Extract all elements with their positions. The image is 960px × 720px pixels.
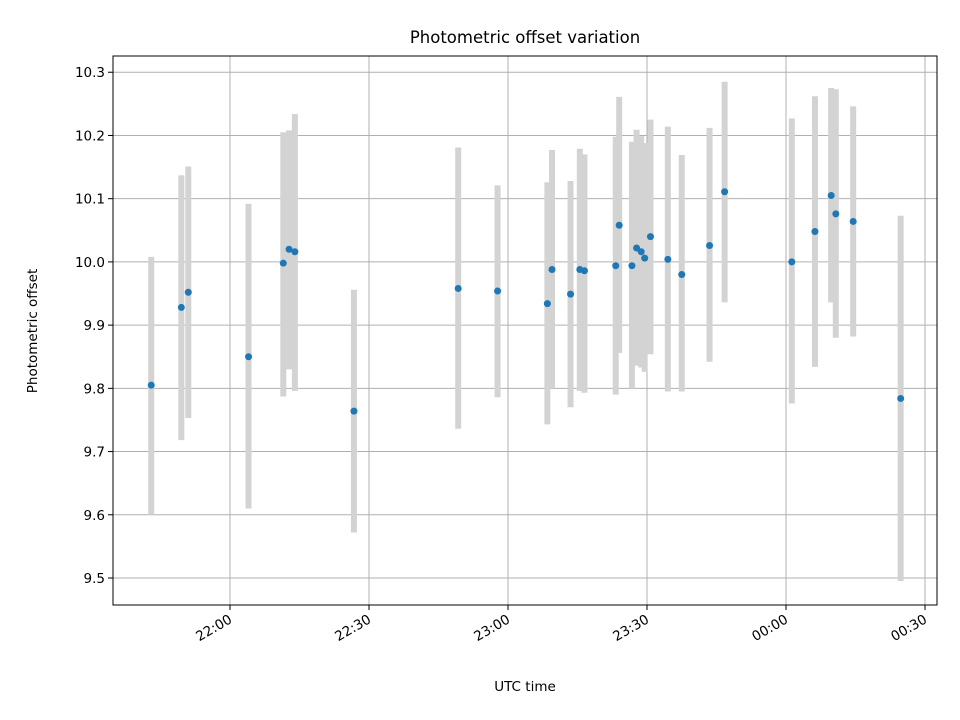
y-tick-label: 10.1: [75, 192, 105, 208]
data-point: [612, 262, 620, 270]
data-point: [633, 244, 641, 252]
data-point: [646, 233, 654, 241]
plot-frame: [112, 55, 938, 606]
data-point: [454, 284, 462, 292]
data-point: [897, 394, 905, 402]
data-point: [637, 248, 645, 256]
data-point: [494, 287, 502, 295]
y-tick-label: 10.0: [75, 255, 105, 271]
data-point: [849, 217, 857, 225]
data-point: [548, 265, 556, 273]
data-point: [543, 300, 551, 308]
data-point: [664, 255, 672, 263]
data-point: [706, 241, 714, 249]
data-point: [788, 258, 796, 266]
data-point: [279, 259, 287, 267]
data-point: [721, 188, 729, 196]
y-tick-label: 9.7: [84, 445, 105, 461]
data-point: [628, 262, 636, 270]
y-tick-label: 9.9: [84, 318, 105, 334]
y-axis-ticks: 9.5 9.6 9.7 9.8 9.9 10.0 10.1 10.2 10.3: [75, 65, 113, 587]
data-point: [291, 248, 299, 256]
data-point: [177, 303, 185, 311]
data-point: [184, 288, 192, 296]
data-point: [285, 245, 293, 253]
data-point: [580, 267, 588, 275]
y-tick-label: 10.3: [75, 65, 105, 81]
y-tick-label: 9.6: [84, 508, 105, 524]
y-axis-label: Photometric offset: [25, 269, 41, 393]
data-point: [832, 210, 840, 218]
data-point: [245, 353, 253, 361]
data-point: [811, 228, 819, 236]
data-points: [147, 188, 905, 415]
data-point: [678, 271, 686, 279]
data-point: [827, 192, 835, 200]
data-point: [147, 381, 155, 389]
chart-title: Photometric offset variation: [410, 28, 640, 47]
data-point: [615, 221, 623, 229]
data-point: [350, 407, 358, 415]
data-point: [567, 290, 575, 298]
y-tick-label: 9.8: [84, 381, 105, 397]
y-tick-label: 10.2: [75, 128, 105, 144]
x-axis-label: UTC time: [494, 679, 556, 695]
data-point: [641, 254, 649, 262]
y-tick-label: 9.5: [84, 571, 105, 587]
